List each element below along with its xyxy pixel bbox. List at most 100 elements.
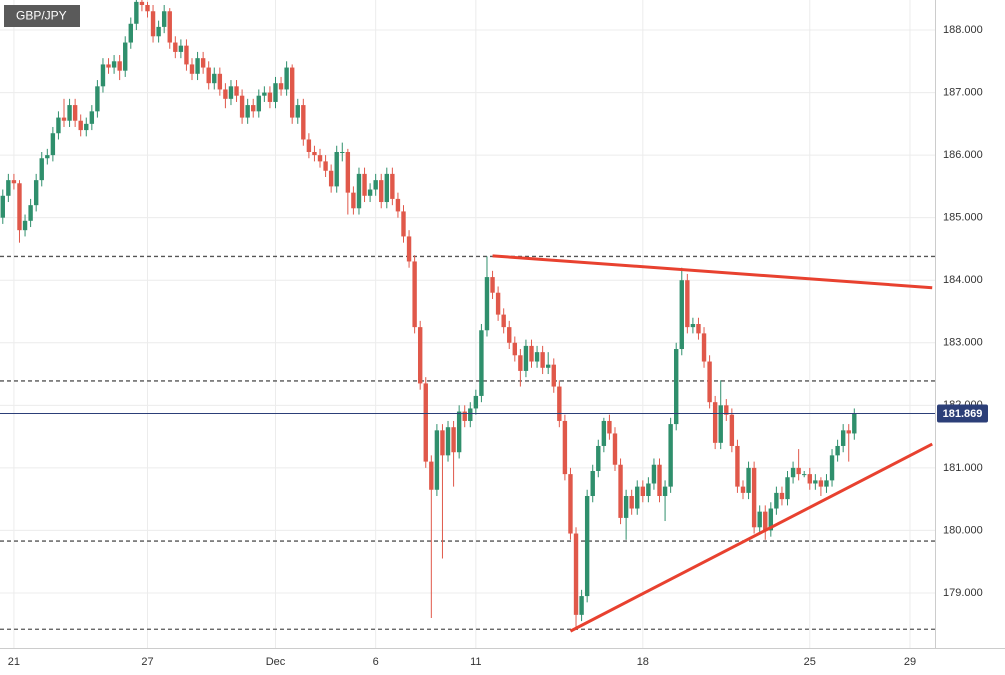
candle-body — [696, 324, 701, 334]
candle-body — [84, 123, 89, 131]
candle-body — [256, 95, 261, 112]
candle-body — [123, 42, 128, 71]
candle-body — [390, 173, 395, 199]
candle-body — [674, 349, 679, 425]
candle-body — [128, 23, 133, 43]
candle-body — [545, 364, 551, 368]
last-price-label: 181.869 — [943, 408, 983, 420]
candle-body — [507, 327, 512, 343]
candle-body — [406, 236, 412, 262]
candle-body — [56, 117, 61, 134]
candle-body — [351, 192, 356, 209]
candle-body — [468, 408, 473, 421]
candle-body — [479, 330, 484, 396]
candle-body — [512, 342, 518, 356]
candle-body — [6, 180, 11, 196]
candle-body — [328, 170, 334, 187]
x-tick-label: Dec — [266, 656, 286, 668]
candle-body — [685, 280, 690, 328]
y-tick-label: 184.000 — [943, 274, 983, 286]
y-tick-label: 180.000 — [943, 524, 983, 536]
candle-body — [657, 464, 662, 497]
candle-body — [746, 467, 751, 493]
candle-body — [39, 158, 44, 181]
candle-body — [551, 364, 556, 387]
candle-body — [523, 345, 529, 371]
candle-body — [540, 352, 545, 368]
candle-body — [735, 445, 740, 487]
candle-body — [807, 474, 812, 484]
candle-body — [802, 474, 807, 476]
candle-body — [28, 205, 33, 221]
candle-body — [779, 492, 785, 500]
candle-body — [306, 139, 312, 152]
candle-body — [707, 361, 712, 403]
candle-body — [646, 483, 651, 497]
x-tick-label: 11 — [470, 656, 481, 668]
candle-body — [323, 161, 328, 171]
candle-body — [423, 383, 428, 462]
candle-body — [95, 86, 100, 112]
candle-body — [379, 180, 384, 203]
candle-body — [429, 461, 434, 490]
candle-body — [362, 173, 367, 196]
candle-body — [662, 486, 668, 497]
candle-body — [490, 277, 495, 293]
candle-body — [200, 58, 206, 68]
candle-body — [445, 427, 451, 456]
candle-body — [50, 133, 56, 156]
candle-body — [690, 324, 696, 328]
candle-body — [161, 11, 167, 27]
candle-body — [334, 151, 339, 187]
candle-body — [212, 73, 217, 84]
candle-body — [763, 511, 768, 531]
candle-body — [618, 464, 623, 518]
candle-body — [718, 405, 723, 443]
candle-body — [284, 67, 289, 90]
candle-body — [11, 180, 17, 184]
candle-body — [790, 467, 796, 478]
candle-body — [245, 105, 250, 118]
candle-body — [206, 67, 211, 84]
candle-body — [768, 508, 774, 531]
candle-body — [852, 413, 857, 434]
candle-body — [401, 211, 406, 237]
y-tick-label: 179.000 — [943, 587, 983, 599]
candle-body — [824, 480, 829, 487]
x-tick-label: 29 — [904, 656, 916, 668]
candle-body — [584, 496, 590, 597]
y-tick-label: 187.000 — [943, 86, 983, 98]
candle-body — [829, 455, 835, 481]
candle-body — [557, 386, 562, 421]
candle-body — [529, 345, 534, 362]
candle-body — [729, 414, 735, 446]
candle-body — [774, 492, 779, 509]
y-tick-label: 185.000 — [943, 212, 983, 224]
x-tick-label: 21 — [8, 656, 20, 668]
candle-body — [22, 220, 28, 231]
candle-body — [612, 433, 618, 465]
trend-line — [569, 442, 933, 633]
candle-body — [518, 355, 523, 371]
candle-body — [145, 5, 150, 12]
candle-body — [456, 411, 462, 453]
candle-body — [234, 86, 239, 96]
candle-body — [139, 1, 145, 6]
candle-body — [278, 83, 284, 90]
x-tick-label: 25 — [804, 656, 816, 668]
candle-body — [223, 89, 228, 99]
chart-title: GBP/JPY — [16, 9, 67, 23]
candle-body — [267, 92, 273, 102]
candle-body — [356, 173, 362, 209]
candle-body — [295, 105, 300, 118]
y-tick-label: 183.000 — [943, 337, 983, 349]
candle-body — [785, 477, 790, 500]
candle-body — [17, 183, 22, 231]
candle-body — [623, 496, 629, 518]
candle-body — [340, 151, 345, 153]
candle-body — [757, 511, 762, 528]
candle-body — [317, 155, 323, 162]
candle-body — [239, 95, 245, 118]
y-tick-label: 181.000 — [943, 462, 983, 474]
candle-body — [384, 173, 390, 203]
